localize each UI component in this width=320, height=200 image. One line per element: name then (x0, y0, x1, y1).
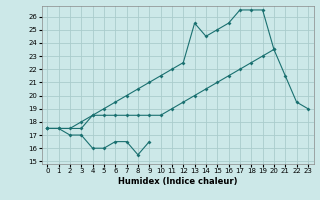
X-axis label: Humidex (Indice chaleur): Humidex (Indice chaleur) (118, 177, 237, 186)
